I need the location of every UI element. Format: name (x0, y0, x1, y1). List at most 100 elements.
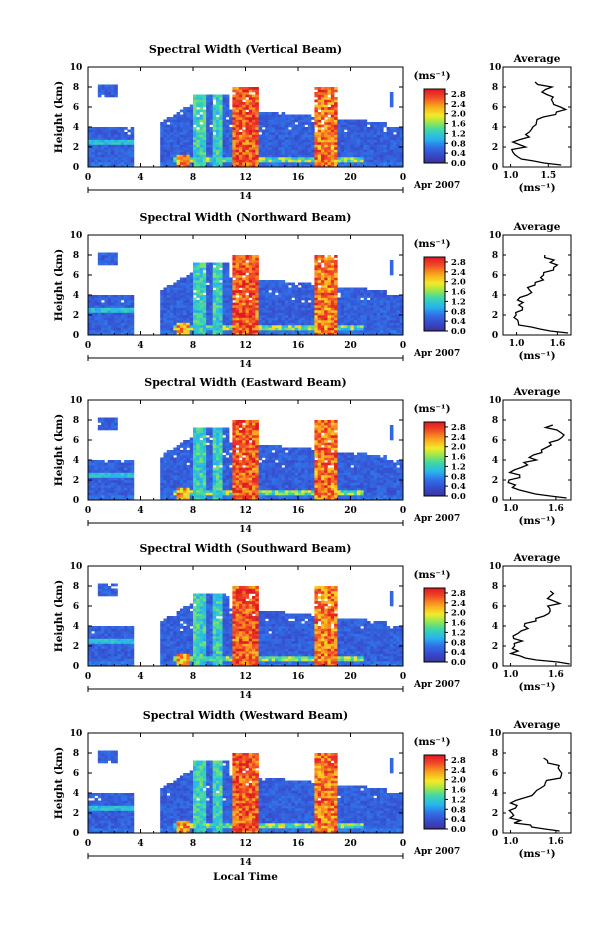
heatmap-cell (275, 325, 279, 328)
heatmap-cell (170, 465, 174, 468)
heatmap-cell (229, 159, 233, 163)
heatmap-cell (281, 305, 286, 308)
heatmap-cell (252, 134, 256, 138)
heatmap-cell (373, 142, 378, 145)
heatmap-cell (304, 132, 309, 135)
heatmap-cell (399, 149, 404, 153)
heatmap-cell (238, 315, 243, 318)
heatmap-cell (298, 305, 302, 308)
heatmap-cell (179, 127, 184, 130)
heatmap-cell (363, 147, 368, 150)
heatmap-cell (307, 129, 312, 133)
heatmap-cell (317, 255, 322, 258)
heatmap-cell (393, 147, 397, 150)
heatmap-cell (275, 132, 279, 135)
heatmap-cell (376, 302, 381, 306)
heatmap-cell (127, 472, 131, 476)
heatmap-cell (334, 124, 338, 128)
heatmap-cell (324, 285, 328, 288)
heatmap-cell (271, 124, 276, 128)
heatmap-cell (101, 315, 105, 318)
heatmap-cell (347, 310, 351, 313)
heatmap-cell (245, 275, 250, 278)
heatmap-cell (334, 307, 338, 311)
heatmap-cell (307, 322, 312, 326)
heatmap-cell (94, 480, 99, 483)
heatmap-cell (252, 312, 256, 316)
heatmap-cell (160, 157, 164, 160)
heatmap-cell (396, 157, 401, 160)
heatmap-cell (380, 139, 384, 143)
heatmap-cell (97, 157, 102, 160)
heatmap-cell (311, 162, 315, 165)
heatmap-cell (255, 97, 259, 100)
heatmap-cell (209, 157, 213, 160)
colorbar-tick-label: 2.4 (451, 268, 466, 278)
heatmap-cell (186, 107, 191, 110)
heatmap-cell (314, 154, 318, 158)
heatmap-cell (173, 325, 177, 328)
heatmap-cell (340, 144, 345, 148)
heatmap-cell (324, 142, 328, 145)
heatmap-cell (199, 497, 204, 501)
heatmap-cell (357, 322, 361, 326)
heatmap-cell (353, 142, 358, 145)
y-tick-label: 2 (73, 311, 79, 321)
heatmap-cell (107, 495, 112, 498)
heatmap-cell (389, 260, 394, 263)
heatmap-cell (222, 280, 227, 283)
heatmap-cell (255, 265, 259, 268)
heatmap-cell (314, 114, 318, 118)
heatmap-cell (396, 330, 401, 333)
heatmap-cell (166, 465, 171, 468)
heatmap-cell (215, 490, 220, 493)
heatmap-cell (307, 159, 312, 163)
heatmap-cell (232, 134, 236, 138)
heatmap-cell (212, 302, 217, 306)
colorbar-swatch (424, 318, 445, 321)
heatmap-cell (199, 467, 204, 471)
heatmap-cell (350, 315, 355, 318)
heatmap-cell (206, 327, 210, 331)
heatmap-cell (294, 285, 299, 288)
heatmap-cell (206, 114, 210, 118)
heatmap-cell (222, 104, 227, 108)
heatmap-cell (88, 330, 92, 333)
heatmap-cell (317, 287, 322, 291)
heatmap-cell (97, 330, 102, 333)
heatmap-cell (268, 164, 273, 168)
heatmap-cell (97, 315, 102, 318)
heatmap-cell (104, 94, 108, 98)
heatmap-cell (225, 112, 230, 115)
heatmap-cell (160, 322, 164, 326)
heatmap-cell (202, 297, 207, 301)
heatmap-cell (199, 147, 204, 150)
heatmap-cell (317, 272, 322, 276)
heatmap-cell (107, 422, 112, 426)
heatmap-cell (399, 322, 404, 326)
heatmap-cell (298, 114, 302, 118)
heatmap-cell (163, 317, 168, 321)
heatmap-cell (258, 312, 263, 316)
colorbar-swatch (424, 257, 445, 260)
heatmap-cell (225, 285, 230, 288)
heatmap-cell (130, 129, 135, 133)
heatmap-cell (202, 317, 207, 321)
heatmap-cell (340, 295, 345, 298)
heatmap-cell (383, 332, 387, 336)
heatmap-cell (127, 312, 131, 316)
heatmap-cell (209, 460, 213, 463)
heatmap-cell (343, 119, 348, 123)
heatmap-cell (94, 325, 99, 328)
heatmap-cell (278, 302, 282, 306)
heatmap-cell (294, 142, 299, 145)
colorbar-swatch (424, 137, 445, 140)
heatmap-cell (386, 320, 391, 323)
heatmap-cell (186, 164, 191, 168)
heatmap-cell (317, 162, 322, 165)
heatmap-cell (307, 114, 312, 118)
heatmap-cell (386, 134, 391, 138)
heatmap-cell (189, 109, 194, 113)
heatmap-cell (120, 327, 125, 331)
heatmap-cell (124, 325, 128, 328)
